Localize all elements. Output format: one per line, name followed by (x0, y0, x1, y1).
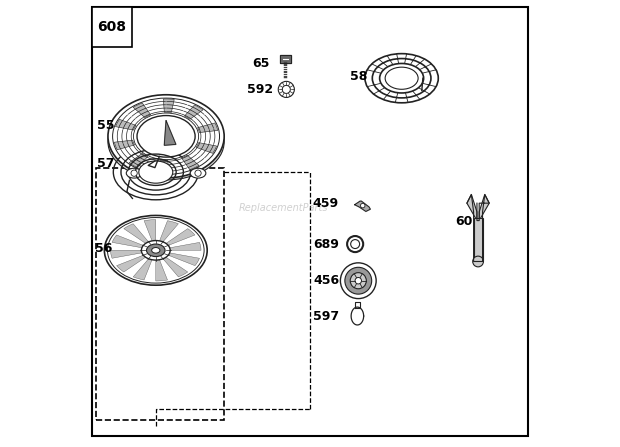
Ellipse shape (104, 215, 207, 285)
Ellipse shape (137, 116, 195, 157)
Polygon shape (129, 153, 148, 168)
Polygon shape (184, 105, 203, 119)
Text: 608: 608 (97, 20, 126, 34)
Polygon shape (124, 224, 151, 246)
Text: 55: 55 (97, 118, 114, 132)
Polygon shape (474, 218, 482, 261)
Ellipse shape (126, 168, 142, 178)
Polygon shape (280, 55, 291, 63)
Polygon shape (158, 221, 179, 245)
Circle shape (347, 236, 363, 252)
Ellipse shape (113, 98, 219, 175)
Polygon shape (479, 194, 489, 221)
Text: 592: 592 (247, 83, 273, 96)
Circle shape (351, 240, 360, 249)
Polygon shape (467, 194, 477, 221)
Text: 456: 456 (314, 274, 340, 287)
Polygon shape (115, 140, 135, 150)
Text: 58: 58 (350, 70, 368, 84)
Circle shape (360, 203, 365, 208)
Circle shape (131, 170, 137, 176)
Polygon shape (117, 253, 149, 272)
Polygon shape (156, 257, 167, 281)
Circle shape (472, 256, 484, 267)
Polygon shape (110, 250, 147, 258)
Polygon shape (115, 119, 136, 130)
Ellipse shape (133, 113, 198, 160)
Ellipse shape (385, 67, 418, 89)
Polygon shape (144, 219, 156, 244)
Circle shape (340, 263, 376, 299)
Text: 459: 459 (312, 197, 339, 210)
Polygon shape (133, 256, 153, 280)
Polygon shape (164, 252, 200, 266)
Text: 57: 57 (97, 156, 114, 170)
Polygon shape (164, 121, 176, 145)
Ellipse shape (152, 248, 160, 253)
Bar (96, 168, 224, 420)
Circle shape (195, 170, 201, 176)
Circle shape (278, 81, 294, 97)
Polygon shape (162, 228, 195, 247)
Ellipse shape (141, 240, 170, 260)
Polygon shape (161, 255, 188, 277)
Ellipse shape (107, 218, 204, 283)
Polygon shape (355, 302, 360, 308)
Polygon shape (158, 160, 169, 174)
Ellipse shape (108, 95, 224, 178)
Polygon shape (112, 235, 148, 249)
Ellipse shape (190, 168, 206, 178)
Circle shape (355, 278, 361, 284)
Polygon shape (196, 143, 216, 153)
Text: 60: 60 (456, 215, 473, 228)
Bar (92, 7, 132, 47)
Ellipse shape (146, 244, 165, 257)
Circle shape (345, 267, 371, 294)
Text: 65: 65 (252, 57, 270, 71)
Polygon shape (355, 201, 370, 211)
Polygon shape (182, 155, 199, 170)
Circle shape (350, 273, 366, 289)
Text: 597: 597 (314, 309, 340, 323)
Text: ReplacementParts: ReplacementParts (239, 203, 328, 213)
Text: 689: 689 (313, 237, 339, 251)
Text: 56: 56 (95, 241, 112, 255)
Ellipse shape (108, 103, 224, 180)
Circle shape (282, 85, 290, 93)
Polygon shape (351, 307, 364, 325)
Ellipse shape (139, 161, 173, 183)
Polygon shape (133, 103, 151, 118)
Polygon shape (165, 242, 201, 250)
Polygon shape (198, 123, 218, 133)
Polygon shape (163, 99, 174, 113)
